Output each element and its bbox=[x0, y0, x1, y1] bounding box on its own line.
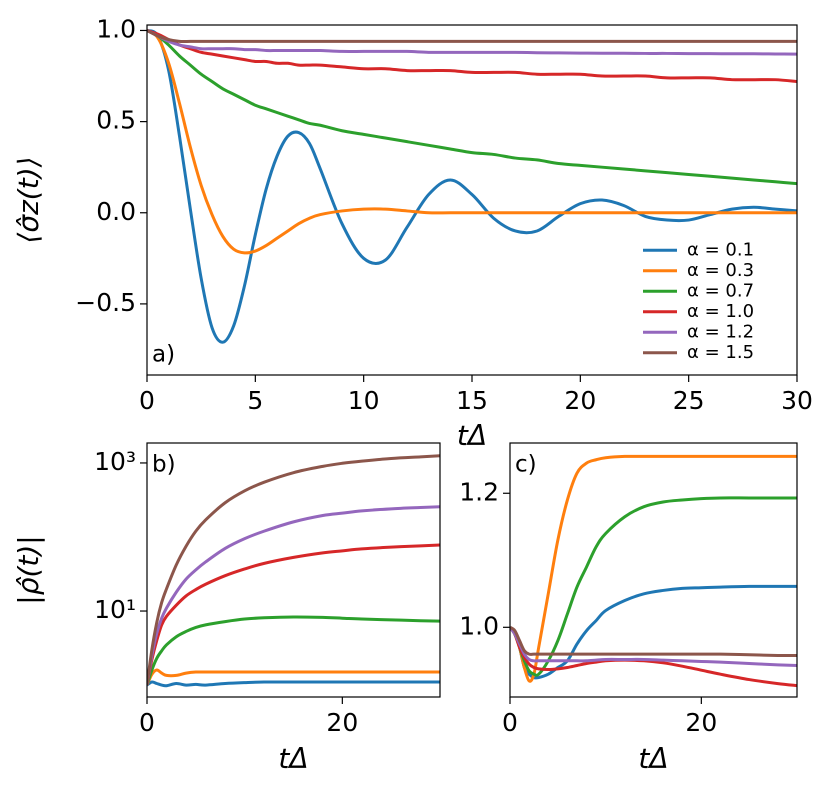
line-series bbox=[147, 505, 440, 686]
legend-label: α = 1.0 bbox=[687, 301, 754, 322]
line-series bbox=[510, 496, 797, 677]
line-series bbox=[147, 29, 797, 84]
x-tick-label: 20 bbox=[564, 386, 596, 415]
plot-area bbox=[510, 454, 797, 688]
x-axis-label: tΔ bbox=[457, 419, 487, 452]
legend-label: α = 0.3 bbox=[687, 260, 754, 281]
plot-area bbox=[147, 454, 440, 688]
line-series bbox=[510, 626, 797, 688]
line-series bbox=[510, 626, 797, 668]
y-axis-label: ⟨σ̂z(t)⟩ bbox=[12, 156, 45, 243]
x-tick-label: 10 bbox=[348, 386, 380, 415]
x-tick-label: 30 bbox=[781, 386, 813, 415]
y-axis-label: |ρ̂(t)| bbox=[12, 535, 45, 604]
y-tick-label: 1.0 bbox=[459, 611, 499, 640]
x-tick-label: 25 bbox=[673, 386, 705, 415]
panel-label: b) bbox=[152, 452, 176, 478]
legend-label: α = 1.5 bbox=[687, 342, 754, 363]
x-tick-label: 20 bbox=[326, 708, 358, 737]
y-tick-label: 0.5 bbox=[96, 106, 136, 135]
plot-area bbox=[147, 29, 797, 344]
x-tick-label: 0 bbox=[139, 386, 155, 415]
x-axis-label: tΔ bbox=[638, 742, 668, 775]
x-tick-label: 0 bbox=[139, 708, 155, 737]
axes-frame bbox=[146, 442, 441, 698]
line-series bbox=[147, 543, 440, 686]
legend-label: α = 0.7 bbox=[687, 280, 754, 301]
line-series bbox=[147, 29, 797, 186]
x-tick-label: 20 bbox=[685, 708, 717, 737]
line-series bbox=[147, 29, 797, 44]
line-series bbox=[510, 626, 797, 657]
y-tick-label: 1.0 bbox=[96, 14, 136, 43]
x-tick-label: 0 bbox=[502, 708, 518, 737]
legend-label: α = 1.2 bbox=[687, 321, 754, 342]
x-tick-label: 15 bbox=[456, 386, 488, 415]
line-series bbox=[510, 454, 797, 683]
panel-label: a) bbox=[152, 342, 175, 368]
legend-label: α = 0.1 bbox=[687, 239, 754, 260]
line-series bbox=[147, 680, 440, 688]
line-series bbox=[510, 584, 797, 680]
y-tick-label: 0.0 bbox=[96, 197, 136, 226]
y-tick-label: −0.5 bbox=[75, 288, 136, 317]
axes-frame bbox=[509, 442, 798, 698]
y-tick-label: 1.2 bbox=[459, 477, 499, 506]
x-tick-label: 5 bbox=[247, 386, 263, 415]
line-series bbox=[147, 668, 440, 686]
y-tick-label: 10¹ bbox=[94, 595, 136, 624]
line-series bbox=[147, 454, 440, 686]
line-series bbox=[147, 29, 797, 56]
line-series bbox=[147, 29, 797, 255]
line-series bbox=[147, 29, 797, 344]
x-axis-label: tΔ bbox=[278, 742, 308, 775]
line-series bbox=[147, 615, 440, 686]
panel-label: c) bbox=[515, 452, 537, 478]
y-tick-label: 10³ bbox=[94, 447, 136, 476]
